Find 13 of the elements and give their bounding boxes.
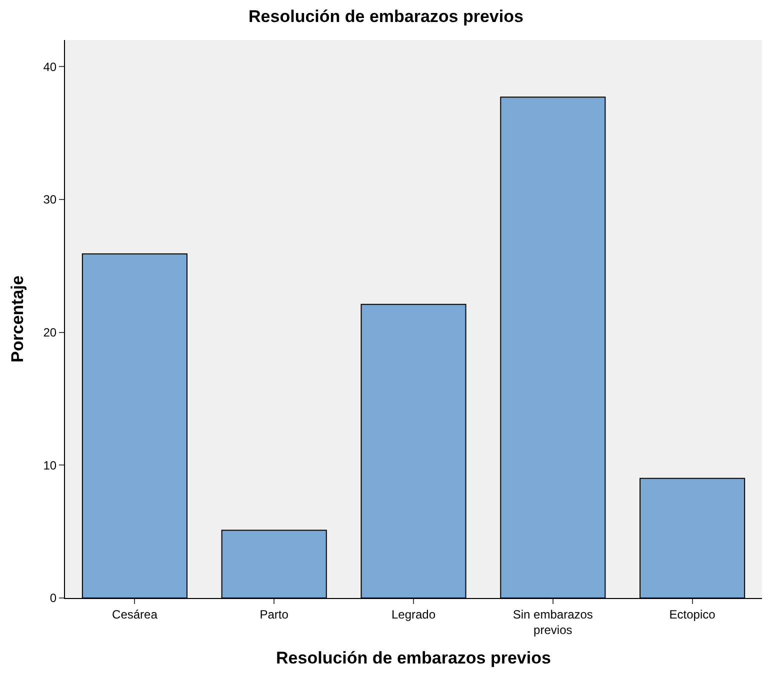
y-tick-label: 30 xyxy=(43,192,57,207)
x-tick-label: Cesárea xyxy=(112,607,158,622)
x-tick-label: Sin embarazos previos xyxy=(512,607,593,637)
x-tick-label: Legrado xyxy=(391,607,436,622)
chart-title: Resolución de embarazos previos xyxy=(248,7,524,26)
y-axis-title: Porcentaje xyxy=(8,276,27,362)
y-tick-label: 0 xyxy=(50,591,57,606)
y-tick-label: 20 xyxy=(43,325,57,340)
x-tick-label: Parto xyxy=(260,607,289,622)
x-tick-label: Ectopico xyxy=(669,607,716,622)
x-axis-title: Resolución de embarazos previos xyxy=(276,648,551,668)
y-tick-label: 10 xyxy=(43,458,57,472)
y-tick-label: 40 xyxy=(43,60,57,74)
